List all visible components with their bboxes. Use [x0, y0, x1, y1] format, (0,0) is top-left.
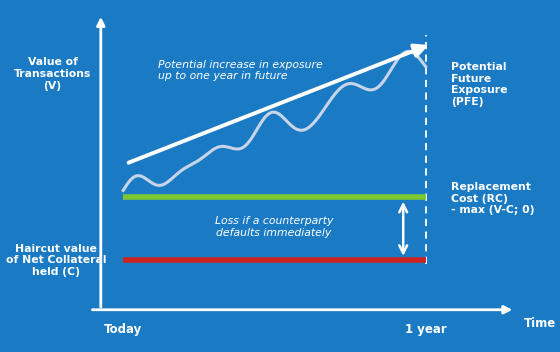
Text: Potential increase in exposure
up to one year in future: Potential increase in exposure up to one… — [158, 59, 323, 81]
Text: Time: Time — [524, 318, 556, 330]
Text: Replacement
Cost (RC)
- max (V-C; 0): Replacement Cost (RC) - max (V-C; 0) — [451, 182, 534, 215]
Text: Potential
Future
Exposure
(PFE): Potential Future Exposure (PFE) — [451, 62, 507, 107]
Text: Haircut value
of Net Collateral
held (C): Haircut value of Net Collateral held (C) — [6, 244, 106, 277]
Text: 1 year: 1 year — [405, 323, 446, 335]
Text: Today: Today — [104, 323, 142, 335]
Text: Loss if a counterparty
defaults immediately: Loss if a counterparty defaults immediat… — [215, 216, 333, 238]
Text: Value of
Transactions
(V): Value of Transactions (V) — [14, 57, 91, 90]
